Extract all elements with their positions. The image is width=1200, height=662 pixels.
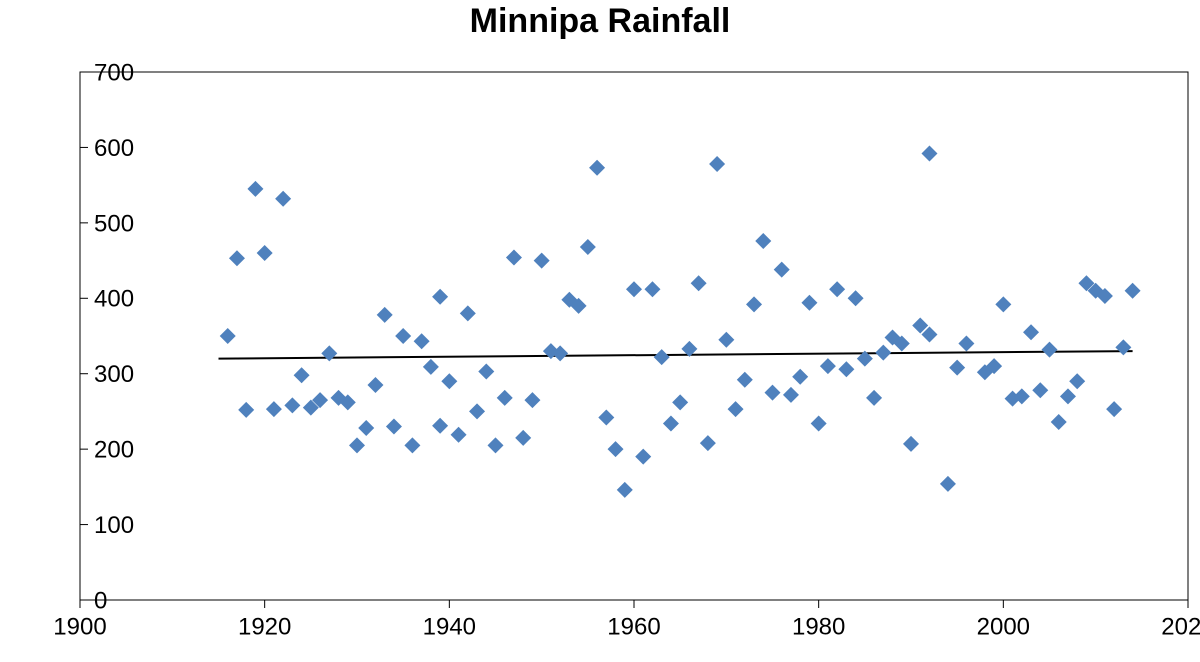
x-tick-label: 1960 xyxy=(607,613,660,640)
data-point xyxy=(488,437,504,453)
data-point xyxy=(940,476,956,492)
data-point xyxy=(737,372,753,388)
data-point xyxy=(608,441,624,457)
data-point xyxy=(811,415,827,431)
data-point xyxy=(266,401,282,417)
data-point xyxy=(497,390,513,406)
data-point xyxy=(414,333,430,349)
data-point xyxy=(469,403,485,419)
data-point xyxy=(451,427,467,443)
data-point xyxy=(441,373,457,389)
data-point xyxy=(691,275,707,291)
data-point xyxy=(783,387,799,403)
plot-area xyxy=(80,72,1188,600)
rainfall-chart: Minnipa Rainfall 0 100 200 300 400 500 600 700 1… xyxy=(0,0,1200,662)
data-point xyxy=(875,345,891,361)
y-tick-label: 0 xyxy=(94,587,107,614)
data-point xyxy=(958,336,974,352)
data-point xyxy=(358,420,374,436)
x-tick-label: 1980 xyxy=(792,613,845,640)
data-point xyxy=(829,281,845,297)
y-tick-label: 300 xyxy=(94,361,134,388)
data-point xyxy=(848,290,864,306)
y-tick-label: 100 xyxy=(94,512,134,539)
data-point xyxy=(598,409,614,425)
data-point xyxy=(617,482,633,498)
data-point xyxy=(949,360,965,376)
x-tick-label: 2000 xyxy=(977,613,1030,640)
data-point xyxy=(589,160,605,176)
data-point xyxy=(801,295,817,311)
y-tick-label: 700 xyxy=(94,59,134,86)
data-point xyxy=(746,296,762,312)
y-tick-label: 600 xyxy=(94,135,134,162)
data-point xyxy=(718,332,734,348)
data-point xyxy=(423,359,439,375)
data-point xyxy=(663,415,679,431)
chart-title: Minnipa Rainfall xyxy=(0,2,1200,41)
data-point xyxy=(580,239,596,255)
data-point xyxy=(460,305,476,321)
x-tick-label: 1900 xyxy=(53,613,106,640)
data-point xyxy=(1115,339,1131,355)
data-point xyxy=(257,245,273,261)
data-point xyxy=(238,402,254,418)
data-point xyxy=(866,390,882,406)
data-point xyxy=(367,377,383,393)
data-point xyxy=(1051,414,1067,430)
data-point xyxy=(774,262,790,278)
data-point xyxy=(478,363,494,379)
data-point xyxy=(903,436,919,452)
data-point xyxy=(709,156,725,172)
data-point xyxy=(349,437,365,453)
data-point xyxy=(395,328,411,344)
data-point xyxy=(792,369,808,385)
data-point xyxy=(635,449,651,465)
data-point xyxy=(321,345,337,361)
data-point xyxy=(432,418,448,434)
data-point xyxy=(1042,342,1058,358)
y-tick-label: 500 xyxy=(94,210,134,237)
data-point xyxy=(700,435,716,451)
y-tick-label: 400 xyxy=(94,286,134,313)
data-point xyxy=(820,358,836,374)
data-point xyxy=(404,437,420,453)
data-point xyxy=(1069,373,1085,389)
data-point xyxy=(654,349,670,365)
data-point xyxy=(1125,283,1141,299)
x-tick-label: 1940 xyxy=(423,613,476,640)
data-point xyxy=(644,281,660,297)
data-point xyxy=(386,419,402,435)
data-point xyxy=(294,367,310,383)
data-point xyxy=(728,401,744,417)
data-point xyxy=(506,250,522,266)
data-point xyxy=(534,253,550,269)
trendline xyxy=(219,351,1133,359)
data-point xyxy=(515,430,531,446)
data-point xyxy=(1106,401,1122,417)
data-point xyxy=(284,397,300,413)
data-point xyxy=(672,394,688,410)
data-point xyxy=(432,289,448,305)
data-point xyxy=(765,385,781,401)
data-point xyxy=(1032,382,1048,398)
data-point xyxy=(275,191,291,207)
y-tick-label: 200 xyxy=(94,437,134,464)
data-point xyxy=(524,392,540,408)
x-tick-label: 2020 xyxy=(1161,613,1200,640)
data-point xyxy=(247,181,263,197)
data-point xyxy=(377,307,393,323)
data-point xyxy=(838,361,854,377)
data-point xyxy=(220,328,236,344)
data-point xyxy=(755,233,771,249)
data-point xyxy=(1023,324,1039,340)
data-point xyxy=(921,145,937,161)
data-point xyxy=(995,296,1011,312)
data-point xyxy=(626,281,642,297)
data-point xyxy=(229,250,245,266)
x-tick-label: 1920 xyxy=(238,613,291,640)
chart-svg: 0 100 200 300 400 500 600 700 1900 1920 1940 1960 19… xyxy=(0,0,1200,662)
data-point xyxy=(1060,388,1076,404)
